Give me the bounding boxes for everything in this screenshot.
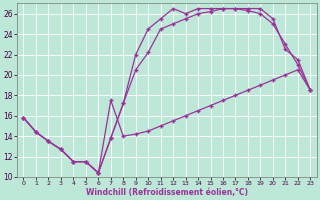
X-axis label: Windchill (Refroidissement éolien,°C): Windchill (Refroidissement éolien,°C) bbox=[86, 188, 248, 197]
